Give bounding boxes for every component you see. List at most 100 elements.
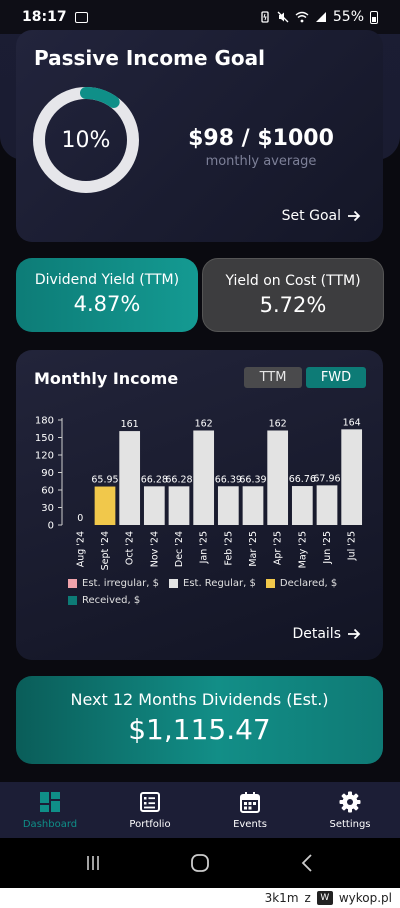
bar-2 (119, 431, 141, 525)
yield-on-cost-label: Yield on Cost (TTM) (225, 273, 361, 289)
monthly-income-card: Monthly Income TTM FWD 0 30 60 90 120 150 180 0… (16, 350, 383, 660)
passive-income-goal-card: Passive Income Goal 10% $98 / $1000 mont… (16, 30, 383, 242)
dividend-yield-label: Dividend Yield (TTM) (34, 272, 180, 288)
watermark-separator: z (304, 891, 311, 905)
wykop-logo-icon: W (316, 891, 333, 905)
x-tick-label: Mar '25 (248, 531, 259, 567)
dividend-yield-value: 4.87% (73, 292, 141, 316)
portfolio-icon (140, 791, 160, 812)
legend-swatch-received (68, 596, 77, 605)
calendar-icon (240, 791, 260, 813)
legend-regular-label: Est. Regular, $ (183, 578, 256, 589)
goal-subtitle: monthly average (205, 154, 317, 169)
bar-value-label: 164 (343, 417, 361, 428)
tab-settings-label: Settings (329, 818, 371, 830)
bar-value-label: 66.28 (141, 474, 168, 485)
bar-value-label: 66.39 (215, 474, 242, 485)
y-tick-label: 90 (41, 468, 54, 479)
x-tick-label: Oct '24 (125, 531, 136, 565)
mute-icon (277, 11, 289, 23)
signal-icon (315, 12, 326, 22)
next-12-months-label: Next 12 Months Dividends (Est.) (70, 690, 329, 709)
chart-legend: Est. irregular, $ Est. Regular, $ Declar… (68, 578, 347, 612)
yield-on-cost-value: 5.72% (259, 293, 327, 317)
bar-11 (341, 429, 363, 525)
goal-progress-label: 10% (61, 127, 111, 153)
gear-icon (339, 791, 361, 812)
x-tick-label: Sept '24 (100, 531, 111, 570)
bar-8 (267, 430, 289, 525)
goal-title: Passive Income Goal (34, 46, 265, 70)
set-goal-button[interactable]: Set Goal (282, 208, 361, 224)
bar-value-label: 66.39 (239, 474, 266, 485)
wifi-icon (295, 11, 309, 23)
monthly-income-chart: 0 30 60 90 120 150 180 0 Aug '24 65.95 Sept '24 161… (35, 416, 363, 570)
x-tick-label: Nov '24 (149, 531, 160, 567)
details-button[interactable]: Details (292, 626, 361, 642)
bar-value-label: 162 (195, 419, 213, 430)
dividend-yield-card[interactable]: Dividend Yield (TTM) 4.87% (16, 258, 198, 332)
x-tick-label: Jul '25 (347, 531, 358, 561)
tab-settings[interactable]: Settings (300, 782, 400, 838)
bar-value-label: 0 (77, 513, 83, 524)
battery-saver-icon (261, 11, 269, 23)
x-tick-label: Dec '24 (174, 531, 185, 567)
y-tick-label: 60 (41, 486, 54, 497)
x-tick-label: May '25 (297, 531, 308, 568)
watermark: 3k1m z W wykop.pl (0, 888, 400, 908)
y-tick-label: 150 (35, 433, 54, 444)
bar-3 (143, 486, 165, 525)
bar-value-label: 162 (269, 419, 287, 430)
legend-received-label: Received, $ (82, 595, 141, 606)
y-tick-label: 30 (41, 503, 54, 514)
goal-amount: $98 / $1000 (188, 126, 334, 151)
tab-events[interactable]: Events (200, 782, 300, 838)
yield-on-cost-card[interactable]: Yield on Cost (TTM) 5.72% (202, 258, 384, 332)
bar-value-label: 66.76 (289, 474, 316, 485)
arrow-right-icon (348, 210, 361, 222)
watermark-user: 3k1m (264, 891, 299, 905)
toggle-ttm[interactable]: TTM (244, 367, 302, 388)
tab-dashboard-label: Dashboard (22, 818, 78, 830)
watermark-site: wykop.pl (338, 891, 392, 905)
bar-1 (94, 486, 116, 525)
toggle-fwd[interactable]: FWD (306, 367, 366, 388)
bar-value-label: 67.96 (313, 473, 340, 484)
back-icon (301, 854, 312, 872)
bar-6 (217, 486, 239, 525)
status-time: 18:17 (22, 9, 67, 25)
bar-value-label: 161 (121, 419, 139, 430)
home-button[interactable] (180, 848, 220, 878)
x-tick-label: Feb '25 (223, 531, 234, 566)
tab-portfolio-label: Portfolio (129, 818, 171, 830)
bar-4 (168, 486, 190, 525)
gallery-notification-icon (74, 11, 88, 23)
bar-9 (291, 486, 313, 525)
x-tick-label: Apr '25 (273, 531, 284, 565)
bottom-tab-bar: Dashboard Portfolio Events Settings (0, 782, 400, 838)
next-12-months-card[interactable]: Next 12 Months Dividends (Est.) $1,115.4… (16, 676, 383, 764)
details-label: Details (292, 626, 341, 642)
y-tick-label: 0 (48, 521, 54, 532)
battery-percent: 55% (332, 9, 364, 25)
x-tick-label: Jan '25 (199, 531, 210, 564)
arrow-right-icon (348, 628, 361, 640)
x-tick-label: Aug '24 (75, 531, 86, 567)
tab-dashboard[interactable]: Dashboard (0, 782, 100, 838)
bar-7 (242, 486, 264, 525)
y-tick-label: 180 (35, 416, 54, 427)
bar-10 (316, 485, 338, 525)
y-tick-label: 120 (35, 451, 54, 462)
recents-icon (87, 856, 100, 870)
legend-declared-label: Declared, $ (279, 578, 338, 589)
back-button[interactable] (287, 848, 327, 878)
legend-irregular-label: Est. irregular, $ (82, 578, 159, 589)
goal-progress-donut: 10% (32, 86, 140, 194)
donut-progress-arc (33, 87, 139, 193)
bar-5 (193, 430, 215, 525)
tab-portfolio[interactable]: Portfolio (100, 782, 200, 838)
bar-value-label: 66.28 (165, 474, 192, 485)
dashboard-icon (40, 791, 60, 812)
status-bar: 18:17 55% (0, 0, 400, 34)
recents-button[interactable] (73, 848, 113, 878)
